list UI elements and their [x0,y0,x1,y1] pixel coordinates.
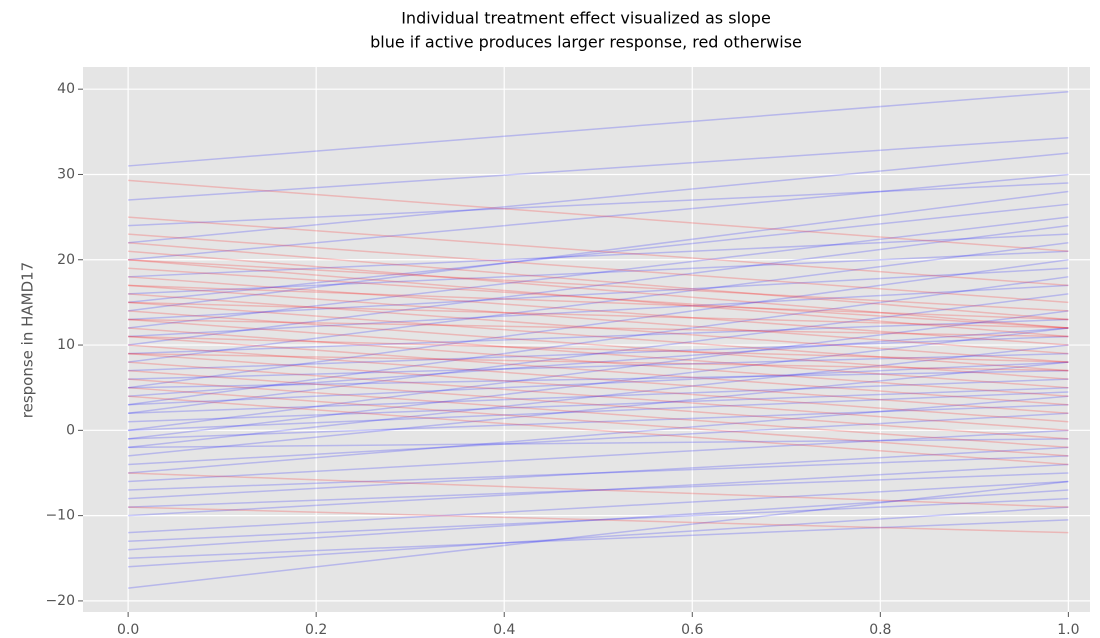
series-line [128,284,1069,355]
series-line [128,335,1069,372]
series-line [128,179,1069,252]
series-line [128,335,1069,406]
series-line [128,250,1069,295]
series-line [128,369,1069,440]
series-line [128,472,1069,508]
series-line [128,506,1069,568]
series-line [128,352,1069,372]
series-line [128,267,1069,329]
x-tick-label: 0.8 [869,622,891,638]
series-line [128,284,1069,321]
series-line [128,216,1069,287]
series-line [128,391,1069,432]
y-tick-label: 20 [57,252,75,268]
series-line [128,344,1069,449]
y-tick-label: 0 [66,422,75,438]
x-tick-label: 0.6 [681,622,703,638]
series-line [128,438,1069,449]
y-tick-label: 40 [57,81,75,97]
series-line [128,182,1069,227]
series-line [128,233,1069,278]
series-line [128,344,1069,415]
series-line [128,369,1069,389]
series-line [128,352,1069,380]
series-line [128,463,1069,517]
series-line [128,361,1069,406]
series-line [128,403,1069,440]
series-line [128,327,1069,397]
series-line [128,429,1069,483]
chart-subtitle: blue if active produces larger response,… [370,33,802,52]
series-line [128,455,1069,491]
series-line [128,472,1069,508]
x-tick-label: 1.0 [1057,622,1079,638]
series-line [128,335,1069,363]
y-tick-label: 10 [57,337,75,353]
chart-title: Individual treatment effect visualized a… [401,9,771,28]
series-line [128,276,1069,346]
series-line [128,216,1069,329]
series-line [128,224,1069,346]
y-tick-label: −20 [45,593,75,609]
series-line [128,361,1069,432]
series-line [128,352,1069,423]
y-axis-label: response in HAMD17 [19,262,37,418]
series-line [128,519,1069,560]
series-line [128,489,1069,551]
series-line [128,301,1069,329]
series-line [128,378,1069,449]
series-line [128,259,1069,338]
series-line [128,259,1069,312]
x-tick-label: 0.0 [117,622,139,638]
series-line [128,293,1069,415]
series-line [128,480,1069,589]
series-line [128,90,1069,167]
y-tick-label: −10 [45,508,75,524]
series-line [128,233,1069,304]
series-line [128,361,1069,457]
series-line [128,327,1069,440]
series-line [128,259,1069,389]
x-tick-label: 0.4 [493,622,515,638]
series-line [128,480,1069,534]
series-line [128,293,1069,363]
series-line [128,446,1069,500]
series-line [128,318,1069,389]
series-line [128,310,1069,432]
series-line [128,203,1069,304]
series-line [128,386,1069,423]
x-tick-label: 0.2 [305,622,327,638]
series-line [128,173,1069,261]
series-line [128,412,1069,466]
series-line [128,506,1069,534]
series-line [128,301,1069,372]
series-line [128,318,1069,355]
series-line [128,395,1069,474]
series-line [128,241,1069,321]
series-line [128,318,1069,338]
plot-background [83,67,1090,612]
series-line [128,327,1069,397]
series-line [128,378,1069,415]
series-line [128,284,1069,338]
series-line [128,137,1069,201]
series-line [128,250,1069,329]
series-line [128,497,1069,542]
series-line [128,276,1069,406]
series-line [128,386,1069,457]
series-line [128,152,1069,244]
series-line [128,395,1069,466]
series-line [128,241,1069,363]
y-tick-label: 30 [57,166,75,182]
series-line [128,310,1069,380]
series-line [128,190,1069,312]
series-line [128,267,1069,321]
